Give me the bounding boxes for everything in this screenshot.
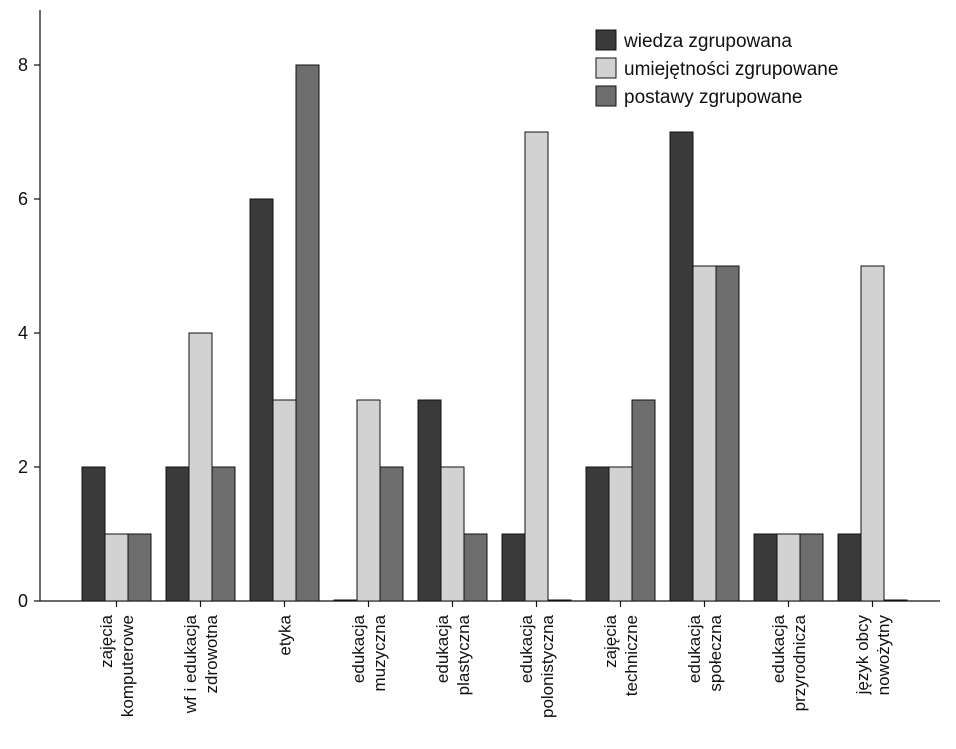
x-category-line: wf i edukacja bbox=[181, 614, 200, 714]
bar bbox=[631, 399, 656, 602]
x-category-line: techniczne bbox=[622, 615, 641, 696]
y-tick-label: 4 bbox=[18, 323, 28, 343]
x-category-label: wf i edukacja zdrowotna bbox=[181, 614, 221, 714]
y-tick-label: 0 bbox=[18, 591, 28, 611]
bar bbox=[295, 64, 320, 602]
x-category-label: edukacja plastyczna bbox=[433, 614, 473, 695]
x-category-line: edukacja bbox=[349, 614, 368, 683]
bar bbox=[249, 198, 274, 602]
bar bbox=[81, 466, 106, 602]
x-category-line: język obcy bbox=[853, 615, 872, 696]
x-category-line: komputerowe bbox=[118, 615, 137, 717]
y-tick-label: 8 bbox=[18, 55, 28, 75]
legend-label: umiejętności zgrupowane bbox=[624, 59, 838, 80]
bar bbox=[440, 466, 465, 602]
x-category-line: edukacja bbox=[433, 614, 452, 683]
x-category-line: nowożytny bbox=[874, 615, 893, 696]
bar bbox=[379, 466, 404, 602]
bar bbox=[272, 399, 297, 602]
bar bbox=[692, 265, 717, 602]
x-category-line: zdrowotna bbox=[202, 614, 221, 693]
x-category-label: zajęcia techniczne bbox=[601, 614, 641, 696]
x-category-line: przyrodnicza bbox=[790, 614, 809, 711]
bar bbox=[211, 466, 236, 602]
bar bbox=[776, 533, 801, 602]
legend-label: postawy zgrupowane bbox=[624, 87, 803, 108]
bar bbox=[501, 533, 526, 602]
bars bbox=[81, 64, 908, 607]
bar bbox=[417, 399, 442, 602]
x-category-label: edukacja polonistyczna bbox=[517, 614, 557, 718]
bar bbox=[104, 533, 129, 602]
x-category-line: polonistyczna bbox=[538, 614, 557, 718]
bar bbox=[188, 332, 213, 602]
x-category-label: edukacja społeczna bbox=[685, 614, 725, 691]
bar bbox=[837, 533, 862, 602]
x-category-label: edukacja muzyczna bbox=[349, 614, 389, 691]
x-category-label: edukacja przyrodnicza bbox=[769, 614, 809, 711]
bar bbox=[547, 599, 572, 602]
y-tick-label: 6 bbox=[18, 189, 28, 209]
x-categories: zajęcia komputerowe wf i edukacja zdrowotna… bbox=[97, 614, 893, 718]
legend-swatch bbox=[595, 57, 617, 79]
x-category-line: plastyczna bbox=[454, 614, 473, 695]
y-ticks: 0 2 4 6 8 bbox=[18, 55, 40, 611]
bar bbox=[608, 466, 633, 602]
bar bbox=[715, 265, 740, 602]
bar bbox=[585, 466, 610, 602]
x-category-line: zajęcia bbox=[601, 614, 620, 667]
bar bbox=[883, 599, 908, 602]
legend-label: wiedza zgrupowana bbox=[623, 31, 792, 52]
y-tick-label: 2 bbox=[18, 457, 28, 477]
bar bbox=[524, 131, 549, 602]
x-category-line: zajęcia bbox=[97, 614, 116, 667]
bar bbox=[860, 265, 885, 602]
legend: wiedza zgrupowana umiejętności zgrupowane… bbox=[595, 29, 838, 108]
bar bbox=[669, 131, 694, 602]
x-category-label: etyka bbox=[276, 614, 295, 655]
x-category-label: język obcy nowożytny bbox=[853, 615, 893, 696]
legend-swatch bbox=[595, 85, 617, 107]
x-category-line: społeczna bbox=[706, 614, 725, 691]
bar bbox=[799, 533, 824, 602]
x-category-line: etyka bbox=[276, 614, 295, 655]
legend-swatch bbox=[595, 29, 617, 51]
bar bbox=[165, 466, 190, 602]
bar bbox=[333, 599, 358, 602]
x-category-line: muzyczna bbox=[370, 614, 389, 691]
x-category-line: edukacja bbox=[517, 614, 536, 683]
x-category-line: edukacja bbox=[769, 614, 788, 683]
bar bbox=[356, 399, 381, 602]
bar bbox=[753, 533, 778, 602]
bar bbox=[127, 533, 152, 602]
x-category-line: edukacja bbox=[685, 614, 704, 683]
x-category-label: zajęcia komputerowe bbox=[97, 614, 137, 717]
bar bbox=[463, 533, 488, 602]
